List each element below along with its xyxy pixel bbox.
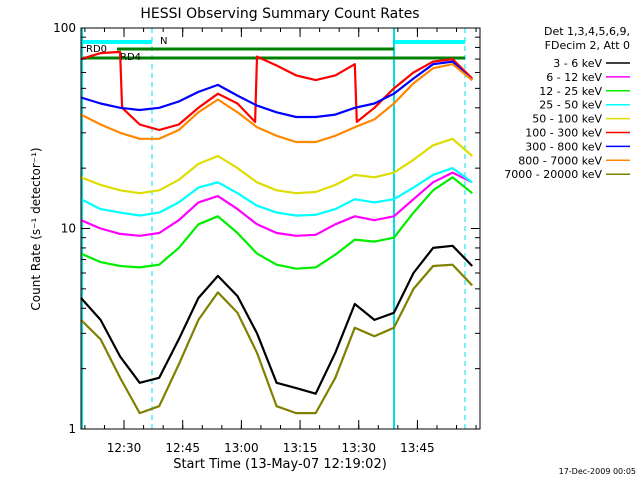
- x-axis-label: Start Time (13-May-07 12:19:02): [173, 457, 387, 472]
- x-tick-label: 13:30: [341, 441, 376, 455]
- legend-entry-label: 50 - 100 keV: [532, 113, 602, 126]
- y-axis-label: Count Rate (s⁻¹ detector⁻¹): [29, 147, 43, 310]
- series-line-7: [80, 63, 473, 144]
- y-tick-label: 10: [61, 222, 76, 236]
- legend-entry-label: 25 - 50 keV: [539, 99, 602, 112]
- chart-title: HESSI Observing Summary Count Rates: [140, 6, 419, 22]
- series-line-2: [80, 176, 473, 270]
- flag-label-rd4: RD4: [120, 52, 141, 63]
- series-line-4: [80, 137, 473, 195]
- series-line-3: [80, 167, 473, 217]
- legend-entry-label: 100 - 300 keV: [525, 127, 602, 140]
- legend-header-line: Det 1,3,4,5,6,9,: [544, 25, 630, 38]
- series-line-8: [80, 263, 473, 415]
- x-tick-label: 12:45: [165, 441, 200, 455]
- legend-header-line: FDecim 2, Att 0: [545, 39, 630, 52]
- series-line-6: [80, 60, 473, 119]
- legend: Det 1,3,4,5,6,9,FDecim 2, Att 0 3 - 6 keV…: [504, 25, 630, 181]
- x-tick-label: 13:00: [224, 441, 259, 455]
- plot-frame: [80, 27, 481, 430]
- legend-entry-label: 6 - 12 keV: [546, 71, 602, 84]
- flag-edge-right: [393, 28, 395, 429]
- legend-entry-label: 3 - 6 keV: [553, 57, 602, 70]
- legend-entry-label: 7000 - 20000 keV: [504, 168, 602, 181]
- x-axis: 12:30 12:45 13:00 13:15 13:30 13:45: [84, 28, 477, 455]
- x-tick-label: 13:45: [400, 441, 435, 455]
- series-lines: [80, 50, 473, 415]
- legend-entry-label: 300 - 800 keV: [525, 140, 602, 153]
- x-tick-label: 13:15: [283, 441, 318, 455]
- y-tick-label: 1: [68, 422, 76, 436]
- flag-label-n: N: [160, 36, 167, 47]
- y-axis: 1 10 100: [53, 21, 480, 436]
- y-tick-label: 100: [53, 21, 76, 35]
- legend-entry-label: 800 - 7000 keV: [518, 154, 602, 167]
- series-line-1: [80, 171, 473, 237]
- series-line-5: [80, 50, 473, 132]
- flag-label-rd0: RD0: [86, 44, 107, 55]
- footer-date: 17-Dec-2009 00:05: [559, 467, 636, 476]
- series-line-0: [80, 244, 473, 395]
- legend-entry-label: 12 - 25 keV: [539, 85, 602, 98]
- x-tick-label: 12:30: [107, 441, 142, 455]
